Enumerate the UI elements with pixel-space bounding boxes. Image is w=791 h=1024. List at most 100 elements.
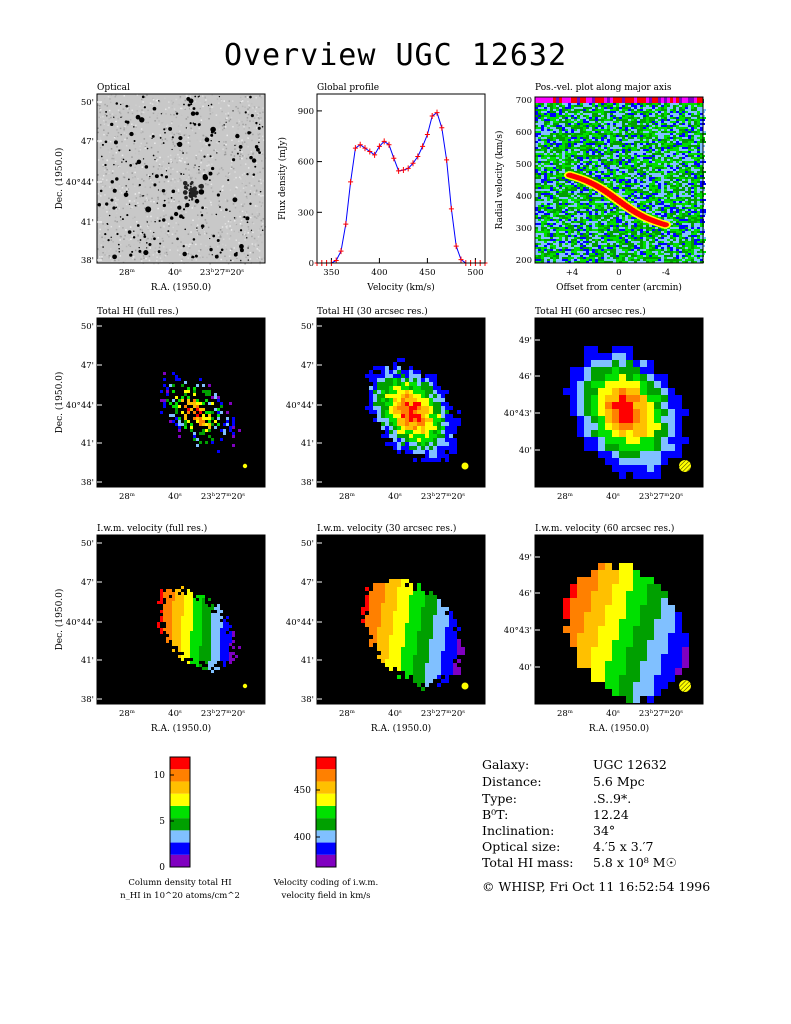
pv-noise-cell	[679, 103, 682, 105]
pv-noise-cell	[589, 201, 593, 203]
optical-noise	[224, 153, 227, 156]
pv-noise-cell	[538, 119, 542, 121]
optical-noise	[199, 172, 201, 174]
optical-noise	[125, 229, 127, 231]
pv-noise-cell	[670, 165, 674, 167]
pv-noise-cell	[679, 105, 683, 107]
optical-star	[227, 179, 230, 182]
pv-noise-cell	[640, 165, 643, 167]
pv-noise-cell	[601, 119, 604, 121]
pv-noise-cell	[580, 151, 584, 153]
optical-star	[156, 202, 159, 204]
pv-noise-cell	[634, 131, 637, 133]
pv-noise-cell	[616, 103, 621, 105]
pv-noise-cell	[646, 157, 651, 159]
optical-noise	[209, 262, 211, 265]
optical-noise	[257, 257, 259, 259]
pv-noise-cell	[700, 195, 704, 197]
optical-noise	[152, 165, 155, 168]
optical-noise	[221, 231, 223, 233]
optical-noise	[205, 244, 207, 247]
optical-noise	[209, 199, 211, 202]
pv-noise-cell	[553, 153, 556, 155]
pv-noise-cell	[640, 171, 645, 173]
pv-noise-cell	[574, 129, 578, 131]
pv-noise-cell	[640, 185, 643, 187]
pv-noise-cell	[673, 171, 678, 173]
pv-noise-cell	[634, 153, 638, 155]
optical-noise	[189, 145, 191, 148]
optical-noise	[110, 248, 112, 250]
pv-noise-cell	[556, 167, 559, 169]
profile-point	[352, 145, 358, 152]
optical-noise	[213, 149, 215, 152]
optical-noise	[173, 200, 175, 202]
optical-star	[157, 189, 160, 191]
optical-noise	[116, 146, 118, 148]
pv-noise-cell	[685, 127, 690, 129]
optical-noise	[232, 203, 235, 205]
pv-noise-cell	[676, 115, 681, 117]
optical-star	[209, 238, 211, 240]
profile-ytick: 0	[309, 259, 314, 269]
pv-noise-cell	[595, 147, 598, 149]
pv-noise-cell	[649, 181, 653, 183]
optical-noise	[155, 157, 158, 159]
pv-noise-cell	[613, 105, 618, 107]
pv-noise-cell	[697, 191, 700, 193]
pv-noise-cell	[556, 105, 560, 107]
optical-noise	[164, 200, 167, 203]
optical-noise	[134, 176, 137, 178]
pv-noise-cell	[649, 177, 653, 179]
pv-noise-cell	[649, 183, 654, 185]
pv-noise-cell	[670, 181, 673, 183]
optical-noise	[131, 172, 133, 174]
optical-star	[239, 244, 244, 249]
pv-noise-cell	[694, 103, 698, 105]
pv-noise-cell	[544, 161, 548, 163]
pv-noise-cell	[661, 131, 665, 133]
pv-noise-cell	[544, 159, 548, 161]
pv-noise-cell	[637, 111, 640, 113]
pv-noise-cell	[673, 205, 676, 207]
pv-noise-cell	[643, 145, 648, 147]
optical-noise	[216, 245, 219, 248]
optical-noise	[258, 250, 261, 252]
pv-noise-cell	[637, 123, 640, 125]
pv-noise-cell	[670, 161, 674, 163]
optical-noise	[140, 128, 143, 130]
pv-noise-cell	[586, 123, 590, 125]
pv-noise-cell	[682, 137, 686, 139]
optical-star	[163, 128, 166, 131]
pv-noise-cell	[613, 129, 617, 131]
optical-noise	[249, 120, 251, 122]
optical-noise	[220, 98, 223, 101]
optical-noise	[156, 114, 158, 117]
pv-noise-cell	[640, 161, 644, 163]
optical-noise	[185, 118, 188, 120]
optical-noise	[196, 139, 199, 141]
optical-noise	[194, 177, 197, 180]
pv-noise-cell	[595, 115, 599, 117]
pv-noise-cell	[541, 209, 545, 211]
optical-star	[117, 243, 120, 246]
pv-noise-cell	[571, 127, 576, 129]
pv-noise-cell	[583, 127, 588, 129]
pv-noise-cell	[541, 145, 546, 147]
pv-noise-cell	[649, 155, 654, 157]
pv-noise-cell	[619, 121, 623, 123]
pv-noise-cell	[577, 119, 580, 121]
optical-noise	[247, 145, 249, 148]
optical-noise	[260, 117, 262, 119]
pv-noise-cell	[670, 159, 674, 161]
pv-noise-cell	[628, 183, 631, 185]
pv-noise-cell	[667, 129, 670, 131]
optical-noise	[112, 154, 114, 157]
pv-noise-cell	[646, 145, 650, 147]
pv-noise-cell	[700, 129, 703, 131]
pv-noise-cell	[682, 197, 687, 199]
optical-noise	[263, 257, 265, 259]
pv-noise-cell	[565, 161, 568, 163]
pv-noise-cell	[700, 185, 703, 187]
pv-noise-cell	[700, 125, 703, 127]
